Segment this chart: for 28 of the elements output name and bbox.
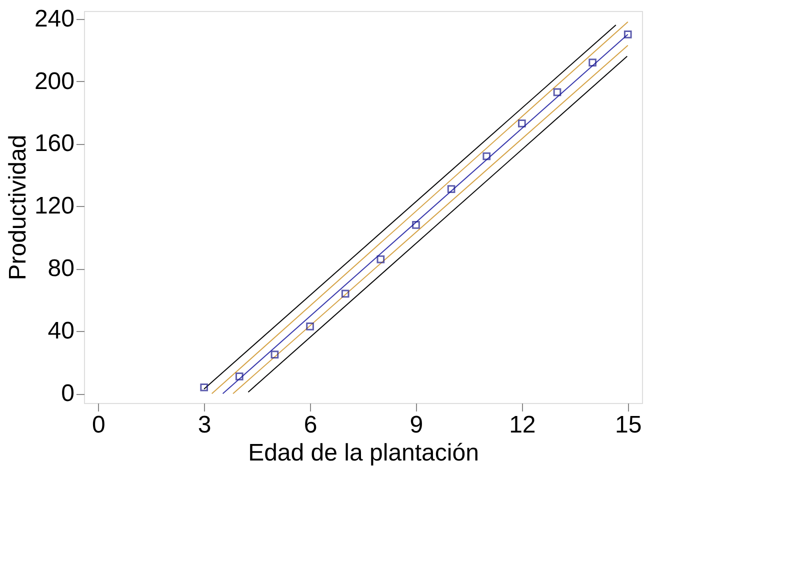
y-tick-label: 80: [48, 255, 74, 282]
y-tick-label: 240: [34, 5, 74, 32]
y-tick-label: 200: [34, 68, 74, 95]
point: [306, 322, 314, 330]
x-tick-label: 3: [198, 412, 212, 438]
x-axis-title: Edad de la plantación: [248, 440, 479, 466]
point: [624, 30, 632, 38]
x-tick-label: 15: [615, 412, 642, 438]
point: [553, 88, 562, 96]
point: [270, 350, 279, 358]
point: [447, 185, 456, 193]
point: [235, 372, 244, 380]
x-tick-label: 0: [92, 412, 106, 438]
point: [482, 152, 491, 160]
y-tick-label: 160: [34, 130, 74, 158]
y-tick-label: 0: [61, 380, 74, 408]
x-tick-label: 6: [304, 412, 318, 438]
y-axis-title: Productividad: [4, 134, 32, 280]
point: [588, 58, 596, 66]
x-tick-label: 9: [410, 412, 424, 438]
point: [341, 290, 350, 298]
y-tick-label: 120: [34, 192, 74, 220]
point: [412, 221, 420, 229]
point: [518, 120, 526, 128]
point: [200, 383, 208, 392]
point: [376, 255, 385, 264]
x-tick-label: 12: [509, 412, 536, 438]
y-tick-label: 40: [48, 318, 74, 345]
